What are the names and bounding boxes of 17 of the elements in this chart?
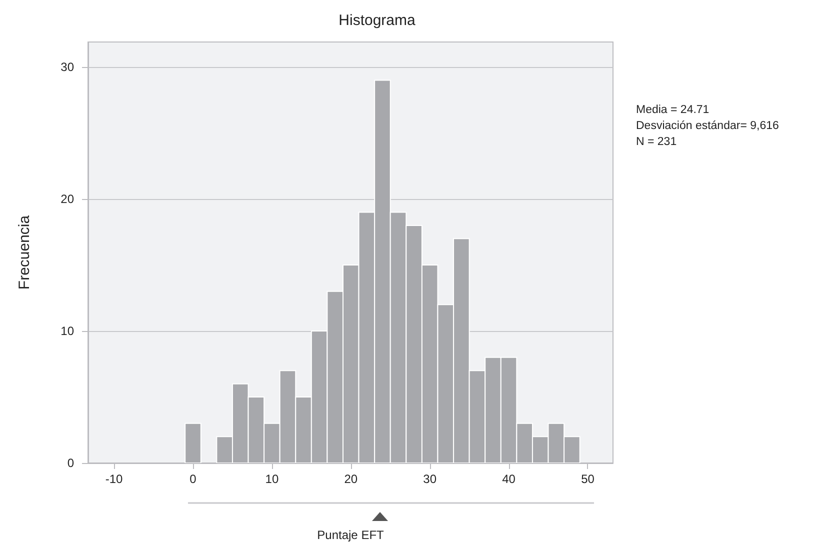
x-tick-label: 0 — [190, 472, 197, 486]
x-tick-label: 20 — [344, 472, 358, 486]
y-tick-label: 20 — [60, 192, 74, 206]
x-tick-label: 30 — [423, 472, 437, 486]
x-axis-title: Puntaje EFT — [317, 528, 385, 542]
chart-title: Histograma — [338, 12, 416, 29]
x-tick-label: 10 — [265, 472, 279, 486]
x-tick-label: -10 — [105, 472, 124, 486]
text: Media = 24.71 — [636, 104, 710, 116]
y-tick-label: 0 — [67, 456, 74, 470]
y-tick-label: 10 — [60, 324, 74, 338]
x-tick-label: 50 — [581, 472, 595, 486]
y-axis-title: Frecuencia — [16, 214, 33, 290]
y-tick-label: 30 — [60, 60, 74, 74]
text: N = 231 — [636, 136, 677, 148]
text: Desviación estándar= 9,616 — [636, 120, 779, 132]
x-tick-label: 40 — [502, 472, 516, 486]
